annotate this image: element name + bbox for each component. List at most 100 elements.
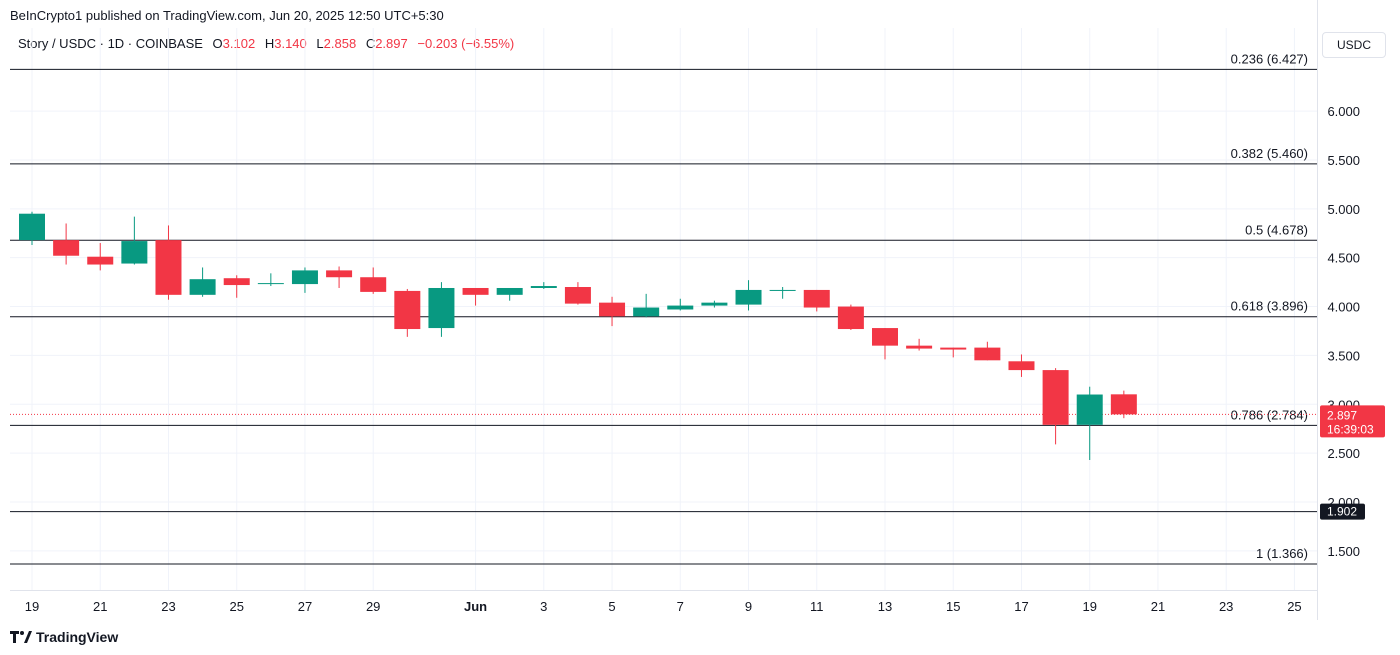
fib-label: 0.5 (4.678) — [1245, 222, 1308, 237]
time-tick-label: 21 — [1151, 599, 1165, 614]
candle-body — [906, 345, 933, 349]
currency-button[interactable]: USDC — [1322, 32, 1386, 58]
candle — [667, 298, 694, 311]
time-tick-label: 9 — [745, 599, 752, 614]
time-tick-label: 7 — [677, 599, 684, 614]
high-label: H — [264, 36, 275, 51]
candle-body — [462, 287, 489, 295]
symbol-name[interactable]: Story / USDC · 1D · COINBASE — [18, 36, 203, 51]
time-tick-label: 25 — [1287, 599, 1301, 614]
candle — [394, 288, 421, 337]
price-tick-label: 1.500 — [1327, 544, 1360, 559]
candle-body — [121, 241, 148, 264]
candle — [428, 282, 455, 337]
candle-body — [496, 287, 523, 295]
open-value: 3.102 — [222, 36, 256, 51]
candle — [496, 287, 523, 301]
candle — [53, 223, 80, 265]
last-price-tag — [1320, 405, 1385, 438]
time-tick-label: 21 — [93, 599, 107, 614]
candle-body — [87, 256, 114, 265]
tradingview-logo-icon — [10, 631, 32, 643]
candle — [701, 300, 728, 308]
candle-body — [940, 347, 967, 350]
fib-levels: 0.236 (6.427) 0.382 (5.460) 0.5 (4.678) 0.6… — [10, 51, 1317, 565]
candle — [189, 267, 216, 297]
candle-body — [428, 287, 455, 329]
candle — [633, 293, 660, 318]
candle — [223, 275, 250, 298]
time-tick-label: 5 — [608, 599, 615, 614]
candle — [291, 267, 318, 293]
candle-body — [291, 270, 318, 285]
candle-body — [872, 328, 898, 346]
candle-body — [769, 289, 796, 291]
symbol-legend: Story / USDC · 1D · COINBASE O3.102 H3.1… — [18, 36, 514, 51]
candle — [87, 243, 114, 271]
candle-body — [1110, 394, 1137, 415]
price-tick-label: 4.500 — [1327, 251, 1360, 266]
price-axis: 1.5002.0002.5003.0003.5004.0004.5005.000… — [1327, 104, 1360, 559]
candle-body — [530, 286, 557, 288]
time-tick-label: 19 — [1082, 599, 1096, 614]
footer-brand: TradingView — [36, 629, 119, 645]
candle — [564, 282, 591, 305]
support-price-tag — [1320, 503, 1365, 520]
fib-label: 1 (1.366) — [1256, 546, 1308, 561]
candle — [1076, 386, 1103, 461]
time-tick-label: 13 — [878, 599, 892, 614]
candle-body — [633, 307, 660, 317]
candle — [872, 328, 898, 360]
grid-lines — [10, 0, 1318, 620]
support-price-value: 1.902 — [1327, 505, 1357, 519]
candle-body — [1042, 370, 1069, 425]
candle — [837, 304, 864, 331]
candle-body — [53, 240, 80, 256]
candle-body — [394, 290, 421, 330]
candle — [974, 341, 1001, 361]
candle — [940, 347, 967, 358]
candle-body — [326, 270, 353, 278]
candle — [257, 273, 284, 287]
candle-body — [257, 283, 284, 285]
candle-body — [701, 302, 728, 306]
price-tick-label: 6.000 — [1327, 104, 1360, 119]
candle-body — [735, 289, 762, 305]
time-tick-label: 11 — [810, 599, 824, 614]
candle-body — [1076, 394, 1103, 425]
candle-body — [1008, 361, 1035, 371]
time-axis: 19 21 23 25 27 29 Jun 3 5 7 9 11 13 15 17 19 21 23 25 — [25, 599, 1302, 614]
time-tick-label: 3 — [540, 599, 547, 614]
close-value: 2.897 — [375, 36, 408, 51]
open-label: O — [212, 36, 223, 51]
candle-body — [223, 278, 250, 286]
candle — [735, 280, 762, 311]
time-tick-label: 23 — [1219, 599, 1233, 614]
candle — [155, 225, 182, 300]
candles — [19, 211, 1137, 461]
time-tick-label: 15 — [946, 599, 960, 614]
time-tick-label: 29 — [366, 599, 380, 614]
candle — [1042, 368, 1069, 445]
candle — [360, 267, 387, 294]
change-value: −0.203 (−6.55%) — [417, 36, 515, 51]
price-tick-label: 5.000 — [1327, 202, 1360, 217]
low-label: L — [316, 36, 324, 51]
price-tick-label: 2.500 — [1327, 446, 1360, 461]
candle — [462, 287, 489, 306]
candle — [1008, 354, 1035, 377]
candle-body — [189, 279, 216, 295]
tradingview-logo[interactable]: TradingView — [10, 629, 118, 645]
candle — [19, 211, 45, 245]
price-tick-label: 5.500 — [1327, 153, 1360, 168]
candle-body — [974, 347, 1001, 361]
time-tick-label: Jun — [464, 599, 487, 614]
candle — [906, 338, 933, 351]
candle — [530, 282, 557, 289]
candle — [326, 266, 353, 288]
time-tick-label: 19 — [25, 599, 39, 614]
fib-label: 0.382 (5.460) — [1231, 146, 1308, 161]
candle — [121, 216, 148, 265]
fib-label: 0.618 (3.896) — [1231, 299, 1308, 314]
